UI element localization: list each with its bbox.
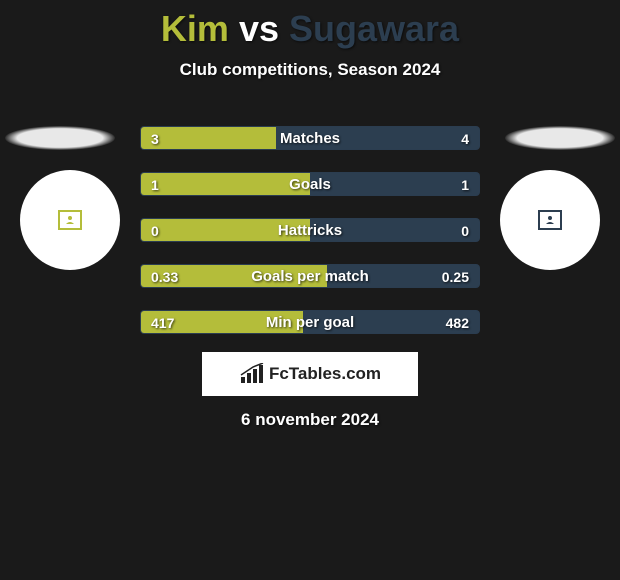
- stat-row: 0.33 Goals per match 0.25: [140, 264, 480, 288]
- page-title: Kim vs Sugawara: [0, 0, 620, 50]
- stat-row: 417 Min per goal 482: [140, 310, 480, 334]
- stat-value-right: 4: [461, 127, 469, 149]
- subtitle: Club competitions, Season 2024: [0, 60, 620, 80]
- brand-text: FcTables.com: [269, 364, 381, 384]
- stat-label: Min per goal: [141, 311, 479, 333]
- title-player1: Kim: [161, 8, 229, 49]
- user-icon: [65, 215, 75, 225]
- title-vs: vs: [229, 8, 289, 49]
- player-shadow-left: [5, 126, 115, 150]
- date-text: 6 november 2024: [0, 410, 620, 430]
- player-avatar-left: [20, 170, 120, 270]
- player-badge-icon: [538, 210, 562, 230]
- stat-label: Goals: [141, 173, 479, 195]
- stat-label: Goals per match: [141, 265, 479, 287]
- brand-chart-icon: [239, 363, 265, 385]
- stat-value-right: 0: [461, 219, 469, 241]
- stat-row: 1 Goals 1: [140, 172, 480, 196]
- title-player2: Sugawara: [289, 8, 459, 49]
- stat-row: 0 Hattricks 0: [140, 218, 480, 242]
- player-badge-icon: [58, 210, 82, 230]
- stat-label: Matches: [141, 127, 479, 149]
- stat-row: 3 Matches 4: [140, 126, 480, 150]
- stat-value-right: 1: [461, 173, 469, 195]
- stat-value-right: 0.25: [442, 265, 469, 287]
- user-icon: [545, 215, 555, 225]
- player-shadow-right: [505, 126, 615, 150]
- brand-box[interactable]: FcTables.com: [202, 352, 418, 396]
- stat-value-right: 482: [446, 311, 469, 333]
- player-avatar-right: [500, 170, 600, 270]
- stat-label: Hattricks: [141, 219, 479, 241]
- stats-bars: 3 Matches 4 1 Goals 1 0 Hattricks 0 0.33…: [140, 126, 480, 356]
